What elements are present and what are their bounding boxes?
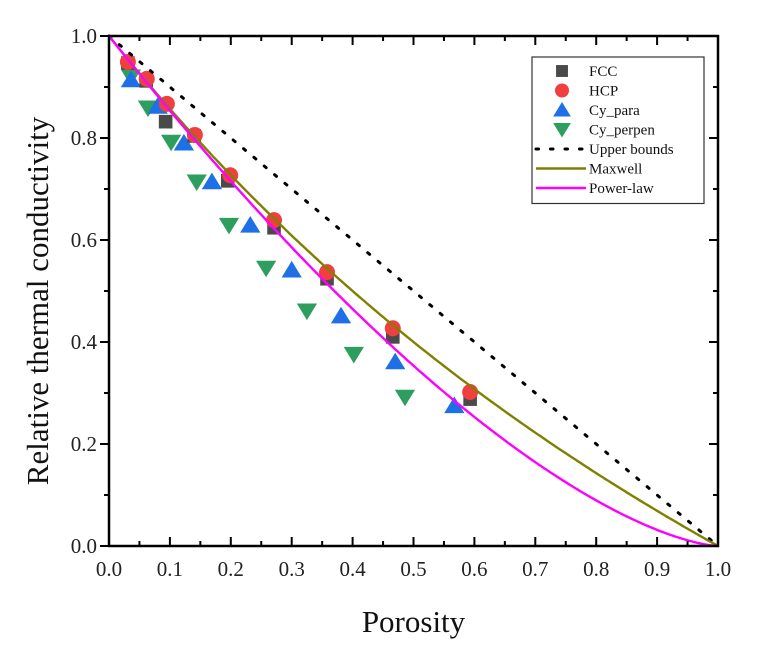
data-point-cy-para xyxy=(330,306,352,324)
legend-marker-hcp xyxy=(555,83,569,98)
x-tick-label: 0.9 xyxy=(644,557,670,581)
data-point-cy-perpen xyxy=(343,346,364,364)
legend-label: Maxwell xyxy=(589,162,642,178)
x-axis-title: Porosity xyxy=(362,604,466,639)
x-tick-label: 0.0 xyxy=(96,557,122,581)
x-tick-label: 0.1 xyxy=(157,557,183,581)
legend: FCC HCP Cy_para Cy_perpen Upper bounds Maxwel… xyxy=(531,56,705,205)
y-tick-label: 1.0 xyxy=(71,24,97,48)
y-tick-label: 0.2 xyxy=(71,432,97,456)
data-point-cy-para xyxy=(444,396,465,414)
data-point-cy-perpen xyxy=(296,303,318,321)
data-point-cy-perpen xyxy=(160,134,182,152)
legend-item: FCC xyxy=(556,64,617,80)
data-point-cy-perpen xyxy=(218,217,240,235)
y-tick-label: 0.8 xyxy=(71,126,97,150)
legend-label: Power-law xyxy=(589,181,654,197)
legend-marker-cy-perpen xyxy=(553,123,571,138)
legend-label: Cy_para xyxy=(589,103,640,119)
data-point-cy-perpen xyxy=(186,174,207,192)
data-point-cy-para xyxy=(173,133,195,151)
data-point-hcp xyxy=(319,264,336,281)
x-tick-label: 0.4 xyxy=(339,557,366,581)
data-point-cy-para xyxy=(201,172,223,190)
y-tick-label: 0.6 xyxy=(71,228,97,252)
legend-label: Upper bounds xyxy=(589,142,674,158)
data-point-cy-para xyxy=(385,352,406,370)
legend-item: Maxwell xyxy=(536,162,642,178)
y-axis: 0.0 0.2 0.4 0.6 0.8 1.0 xyxy=(71,24,718,558)
legend-item: Power-law xyxy=(536,181,654,197)
data-point-cy-perpen xyxy=(256,260,277,278)
data-point-cy-para xyxy=(240,216,261,233)
legend-marker-fcc xyxy=(556,65,568,77)
y-tick-label: 0.0 xyxy=(71,534,97,558)
markers-layer xyxy=(119,54,479,414)
x-tick-label: 0.6 xyxy=(461,557,487,581)
legend-item: Cy_para xyxy=(553,101,640,119)
legend-item: HCP xyxy=(555,83,618,100)
x-tick-label: 0.5 xyxy=(400,557,426,581)
series-line-power-law xyxy=(108,35,719,548)
x-axis: 0.0 0.1 0.2 0.3 0.4 0.5 0.6 0.7 0.8 0.9 1.0 xyxy=(96,36,731,581)
x-tick-label: 1.0 xyxy=(705,557,731,581)
data-point-fcc xyxy=(158,114,173,129)
legend-item: Upper bounds xyxy=(534,142,674,158)
data-point-hcp xyxy=(138,70,155,87)
series-line-maxwell xyxy=(108,35,719,548)
x-tick-label: 0.8 xyxy=(583,557,609,581)
curves-layer xyxy=(107,34,720,548)
x-tick-label: 0.3 xyxy=(279,557,305,581)
y-tick-label: 0.4 xyxy=(71,330,98,354)
x-tick-label: 0.7 xyxy=(522,557,548,581)
x-tick-label: 0.2 xyxy=(218,557,244,581)
legend-label: HCP xyxy=(589,84,618,100)
data-point-cy-perpen xyxy=(137,100,159,118)
data-point-hcp xyxy=(384,320,401,337)
legend-marker-cy-para xyxy=(553,101,571,117)
legend-label: Cy_perpen xyxy=(589,123,655,139)
legend-label: FCC xyxy=(589,64,617,80)
data-point-cy-para xyxy=(120,70,142,88)
data-point-cy-perpen xyxy=(394,389,416,407)
y-axis-title: Relative thermal conductivity xyxy=(20,116,55,485)
data-point-cy-para xyxy=(281,260,302,278)
series-line-upper-bounds xyxy=(107,34,720,548)
legend-item: Cy_perpen xyxy=(553,123,655,139)
